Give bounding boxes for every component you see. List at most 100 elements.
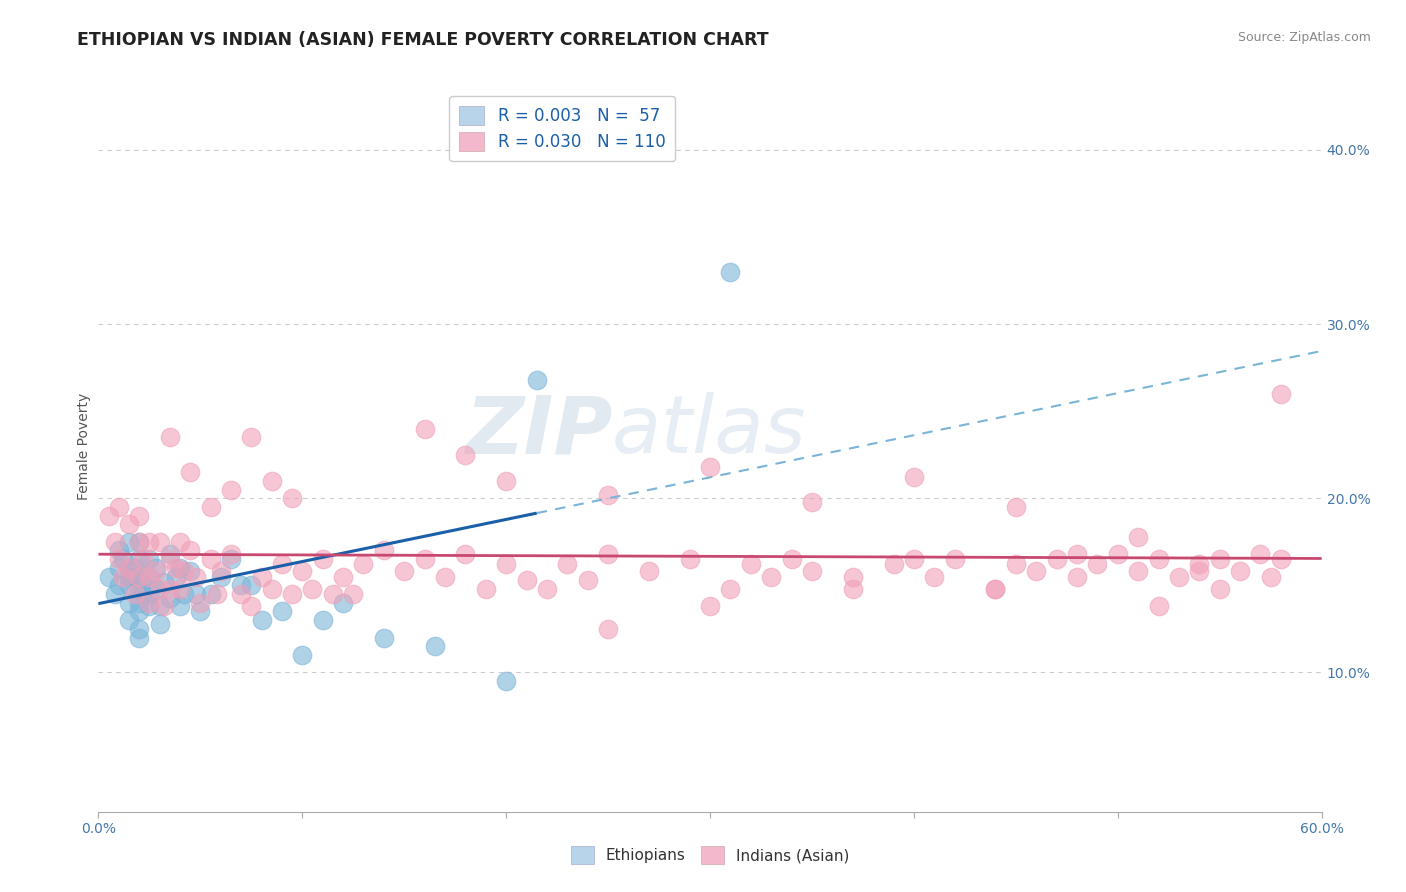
Point [291, 648, 314, 662]
Point [209, 569, 232, 583]
Point [536, 582, 558, 596]
Point [108, 578, 131, 592]
Point [240, 599, 263, 614]
Point [718, 582, 742, 596]
Point [281, 491, 304, 506]
Point [97, 508, 120, 523]
Point [104, 587, 127, 601]
Point [454, 547, 477, 561]
Point [679, 552, 702, 566]
Point [152, 599, 174, 614]
Point [231, 587, 253, 601]
Point [159, 582, 181, 596]
Point [209, 565, 232, 579]
Point [173, 587, 195, 601]
Point [555, 558, 579, 572]
Point [1004, 500, 1026, 514]
Point [841, 582, 863, 596]
Point [108, 543, 131, 558]
Point [138, 596, 160, 610]
Point [1107, 547, 1129, 561]
Point [841, 569, 863, 583]
Point [219, 547, 242, 561]
Point [111, 552, 134, 566]
Point [118, 561, 141, 575]
Point [124, 569, 146, 583]
Point [152, 574, 174, 589]
Point [128, 534, 150, 549]
Point [118, 534, 141, 549]
Point [173, 565, 195, 579]
Point [118, 517, 141, 532]
Point [516, 573, 538, 587]
Point [132, 587, 155, 601]
Point [352, 558, 374, 572]
Point [1085, 558, 1108, 572]
Point [526, 373, 548, 387]
Point [240, 430, 263, 444]
Legend: Ethiopians, Indians (Asian): Ethiopians, Indians (Asian) [565, 840, 855, 870]
Point [373, 543, 395, 558]
Point [1229, 565, 1251, 579]
Point [1004, 558, 1026, 572]
Point [1128, 530, 1150, 544]
Point [984, 582, 1007, 596]
Point [159, 591, 181, 605]
Point [801, 494, 824, 508]
Point [240, 578, 263, 592]
Point [270, 558, 294, 572]
Point [179, 543, 201, 558]
Text: ZIP: ZIP [465, 392, 612, 470]
Point [200, 500, 222, 514]
Point [219, 552, 242, 566]
Point [186, 569, 208, 583]
Point [281, 587, 304, 601]
Point [718, 265, 742, 279]
Point [149, 534, 172, 549]
Point [576, 573, 599, 587]
Point [179, 465, 201, 479]
Point [219, 483, 242, 497]
Point [124, 561, 146, 575]
Point [260, 582, 283, 596]
Point [637, 565, 661, 579]
Point [434, 569, 457, 583]
Point [118, 613, 141, 627]
Point [138, 587, 160, 601]
Point [149, 582, 172, 596]
Point [128, 569, 150, 583]
Point [1209, 552, 1232, 566]
Point [1249, 547, 1271, 561]
Point [373, 631, 395, 645]
Point [413, 552, 436, 566]
Point [128, 552, 150, 566]
Point [423, 640, 446, 654]
Point [291, 565, 314, 579]
Point [138, 599, 160, 614]
Point [128, 534, 150, 549]
Point [301, 582, 323, 596]
Text: ETHIOPIAN VS INDIAN (ASIAN) FEMALE POVERTY CORRELATION CHART: ETHIOPIAN VS INDIAN (ASIAN) FEMALE POVER… [77, 31, 769, 49]
Point [128, 622, 150, 636]
Point [104, 534, 127, 549]
Point [111, 569, 134, 583]
Text: Source: ZipAtlas.com: Source: ZipAtlas.com [1237, 31, 1371, 45]
Point [145, 582, 167, 596]
Point [413, 421, 436, 435]
Point [342, 587, 364, 601]
Point [260, 474, 283, 488]
Point [128, 596, 150, 610]
Point [1147, 599, 1170, 614]
Point [598, 488, 620, 502]
Point [903, 552, 925, 566]
Point [495, 674, 517, 689]
Point [1128, 565, 1150, 579]
Point [250, 569, 273, 583]
Point [188, 604, 212, 618]
Point [165, 561, 187, 575]
Point [169, 561, 191, 575]
Point [392, 565, 416, 579]
Point [169, 582, 191, 596]
Point [1270, 386, 1292, 401]
Point [124, 587, 146, 601]
